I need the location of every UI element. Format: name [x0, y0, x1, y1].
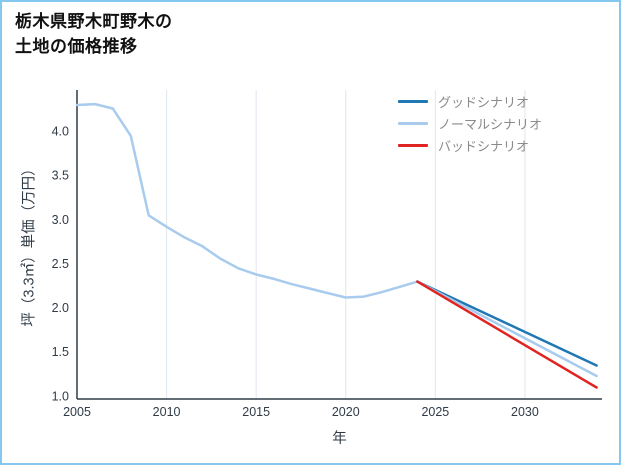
x-tick-label-2015: 2015	[242, 405, 270, 419]
legend-label-normal: ノーマルシナリオ	[438, 117, 543, 132]
legend-item-good-scenario[interactable]: グッドシナリオ	[398, 94, 542, 110]
x-tick-label-2005: 2005	[63, 405, 91, 419]
x-tick-label-2025: 2025	[421, 405, 449, 419]
y-tick-label-1.5: 1.5	[52, 345, 69, 359]
bad-scenario-swatch	[398, 144, 428, 147]
y-tick-label-4: 4.0	[52, 124, 69, 138]
chart-title-line2: 土地の価格推移	[15, 36, 138, 56]
y-tick-label-3.5: 3.5	[52, 169, 69, 183]
series-line-bad-scenario	[416, 280, 598, 389]
legend-label-bad: バッドシナリオ	[438, 139, 530, 154]
x-tick-label-2030: 2030	[511, 405, 539, 419]
x-axis-title: 年	[332, 431, 347, 447]
legend-item-bad-scenario[interactable]: バッドシナリオ	[398, 138, 542, 154]
x-tick-label-2020: 2020	[332, 405, 360, 419]
series-line-normal-scenario	[416, 280, 598, 378]
legend-label-good: グッドシナリオ	[438, 95, 530, 110]
legend: グッドシナリオ ノーマルシナリオ バッドシナリオ	[398, 94, 543, 154]
good-scenario-swatch	[398, 100, 428, 103]
y-tick-label-3: 3.0	[52, 213, 69, 227]
y-tick-label-1: 1.0	[52, 389, 69, 403]
chart-title: 栃木県野木町野木の 土地の価格推移	[15, 10, 173, 59]
chart-title-line1: 栃木県野木町野木の	[15, 12, 173, 31]
y-tick-label-2: 2.0	[52, 301, 69, 315]
y-tick-label-2.5: 2.5	[52, 257, 69, 271]
y-axis-title: 坪（3.3㎡）単価（万円）	[21, 161, 38, 327]
series-line-good-scenario	[416, 280, 598, 367]
legend-item-normal-scenario[interactable]: ノーマルシナリオ	[398, 116, 543, 132]
series-line-historical	[75, 102, 419, 299]
x-tick-label-2010: 2010	[153, 405, 181, 419]
normal-scenario-swatch	[398, 122, 428, 125]
